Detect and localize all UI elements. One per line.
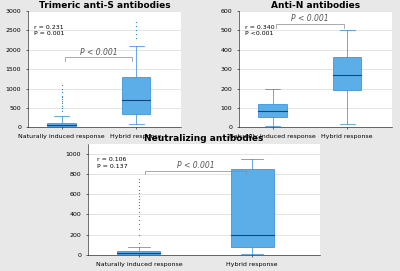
Text: r = 0.106
P = 0.137: r = 0.106 P = 0.137 [97,157,128,169]
Bar [47,123,76,126]
Bar [258,104,287,117]
Title: Neutralizing antibodies: Neutralizing antibodies [144,134,264,143]
Text: P < 0.001: P < 0.001 [177,161,214,170]
Title: Anti-N antibodies: Anti-N antibodies [271,1,360,10]
Text: r = 0.231
P = 0.001: r = 0.231 P = 0.001 [34,25,64,36]
Text: r = 0.340
P <0.001: r = 0.340 P <0.001 [245,25,275,36]
Bar [230,169,274,247]
Title: Trimeric anti-S antibodies: Trimeric anti-S antibodies [39,1,170,10]
Bar [118,251,160,254]
Text: P < 0.001: P < 0.001 [80,48,118,57]
Bar [122,77,150,114]
Text: P < 0.001: P < 0.001 [291,14,329,24]
Bar [333,57,362,91]
